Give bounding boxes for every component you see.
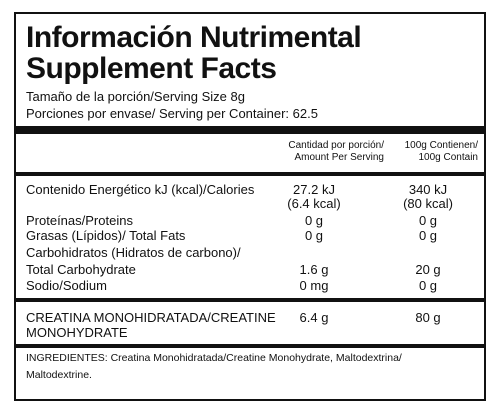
carbs-per100: 20 g (415, 262, 441, 277)
carbs-serving: 1.6 g (299, 262, 329, 277)
supplement-facts-label: Información Nutrimental Supplement Facts… (14, 12, 486, 401)
column-header-per-serving-line2: Amount Per Serving (294, 152, 385, 163)
fat-label: Grasas (Lípidos)/ Total Fats (26, 228, 186, 243)
column-header-per-100g-line2: 100g Contain (418, 152, 479, 163)
energy-per100-kcal: (80 kcal) (403, 196, 453, 211)
energy-serving-kj: 27.2 kJ (293, 182, 335, 197)
title-english: Supplement Facts (26, 52, 277, 85)
carbs-label-line2: Total Carbohydrate (26, 262, 136, 277)
energy-per100-kj: 340 kJ (408, 182, 448, 197)
sodium-serving: 0 mg (299, 278, 329, 293)
serving-info: Tamaño de la porción/Serving Size 8g Por… (26, 88, 318, 122)
protein-label: Proteínas/Proteins (26, 213, 133, 228)
title-spanish: Información Nutrimental (26, 21, 362, 54)
column-header-per-100g: 100g Contienen/ 100g Contain (376, 140, 478, 164)
protein-per100: 0 g (418, 213, 438, 228)
sodium-label: Sodio/Sodium (26, 278, 107, 293)
divider-creatine (16, 344, 484, 348)
ingredients-line2: Maltodextrine. (26, 369, 92, 381)
serving-size: Tamaño de la porción/Serving Size 8g (26, 89, 245, 104)
column-header-per-100g-line1: 100g Contienen/ (404, 140, 478, 151)
energy-serving-kcal: (6.4 kcal) (287, 196, 341, 211)
servings-per-container: Porciones por envase/ Serving per Contai… (26, 106, 318, 121)
creatine-label-line2: MONOHYDRATE (26, 325, 128, 340)
fat-serving: 0 g (304, 228, 324, 243)
ingredients: INGREDIENTES: Creatina Monohidratada/Cre… (26, 350, 476, 384)
energy-label: Contenido Energético kJ (kcal)/Calories (26, 182, 255, 197)
sodium-per100: 0 g (418, 278, 438, 293)
protein-serving: 0 g (304, 213, 324, 228)
ingredients-line1: INGREDIENTES: Creatina Monohidratada/Cre… (26, 352, 402, 364)
creatine-serving: 6.4 g (299, 310, 329, 325)
fat-per100: 0 g (418, 228, 438, 243)
divider-nutrients (16, 298, 484, 302)
carbs-label-line1: Carbohidratos (Hidratos de carbono)/ (26, 245, 241, 260)
creatine-label-line1: CREATINA MONOHIDRATADA/CREATINE (26, 310, 276, 325)
title-block: Información Nutrimental Supplement Facts (26, 21, 362, 85)
column-header-per-serving-line1: Cantidad por porción/ (288, 140, 384, 151)
column-header-per-serving: Cantidad por porción/ Amount Per Serving (244, 140, 384, 164)
divider-header (16, 172, 484, 176)
divider-thick-top (16, 126, 484, 134)
creatine-per100: 80 g (415, 310, 441, 325)
